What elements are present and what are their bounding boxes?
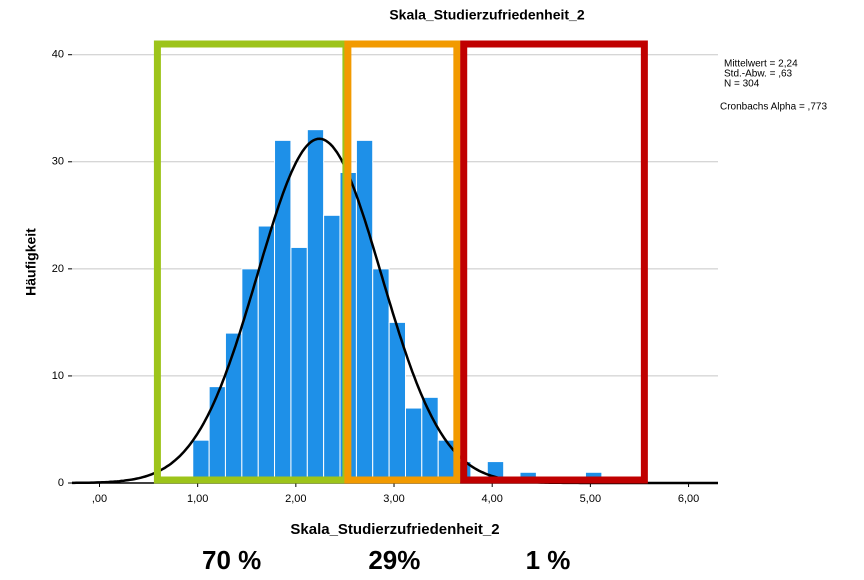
region-label: 1 % xyxy=(526,545,571,575)
y-tick-label: 10 xyxy=(52,370,64,382)
region-box xyxy=(460,40,648,484)
bar xyxy=(372,268,390,484)
y-tick-label: 0 xyxy=(58,477,64,489)
stat: Mittelwert = 2,24 xyxy=(724,59,798,70)
bar xyxy=(355,139,374,484)
y-tick-label: 30 xyxy=(52,156,64,168)
x-tick-label: 4,00 xyxy=(481,493,502,505)
y-axis-label: Häufigkeit xyxy=(23,228,39,296)
note: Cronbachs Alpha = ,773 xyxy=(720,102,827,113)
bar xyxy=(290,246,308,484)
region-label: 70 % xyxy=(202,545,261,575)
bar xyxy=(306,129,325,484)
x-tick-label: ,00 xyxy=(92,493,107,505)
y-tick-label: 20 xyxy=(52,263,64,275)
bar xyxy=(421,396,439,484)
stat: Std.-Abw. = ,63 xyxy=(724,69,793,80)
x-tick-label: 2,00 xyxy=(285,493,306,505)
x-tick-label: 6,00 xyxy=(678,493,699,505)
chart-title: Skala_Studierzufriedenheit_2 xyxy=(389,7,585,23)
bar xyxy=(405,407,423,484)
stat: N = 304 xyxy=(724,79,760,90)
x-axis-label: Skala_Studierzufriedenheit_2 xyxy=(290,521,499,538)
bar xyxy=(208,386,226,484)
x-tick-label: 5,00 xyxy=(580,493,601,505)
region-label: 29% xyxy=(368,545,420,575)
y-tick-label: 40 xyxy=(52,49,64,61)
region-box xyxy=(344,40,461,484)
x-tick-label: 3,00 xyxy=(383,493,404,505)
bar xyxy=(323,214,341,484)
x-tick-label: 1,00 xyxy=(187,493,208,505)
bar xyxy=(224,332,243,484)
